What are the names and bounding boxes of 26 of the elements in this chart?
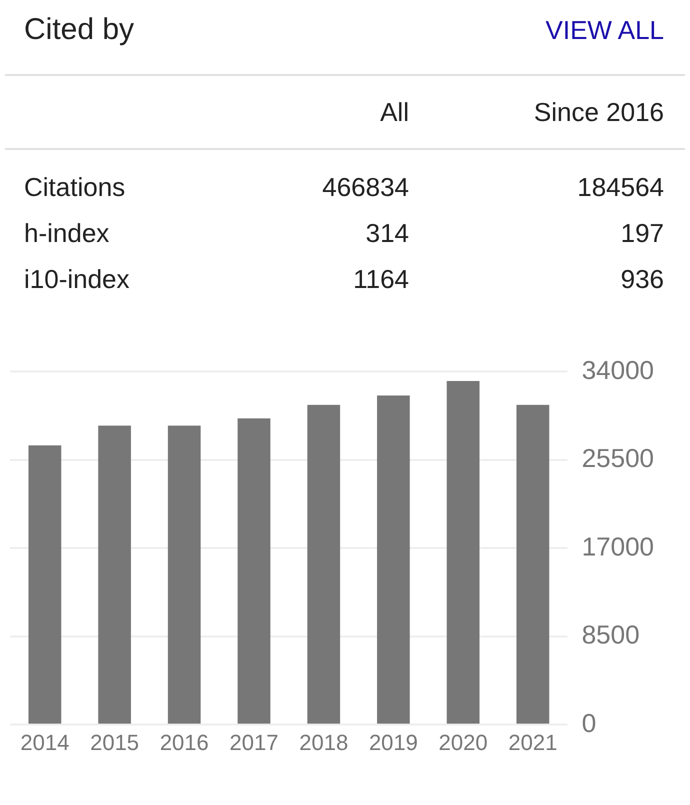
text: 184564 [576,172,664,202]
y-tick-label: 0 [582,708,596,738]
x-tick-label: 2015 [90,730,140,755]
x-tick-label: 2014 [20,730,70,755]
y-tick-label: 8500 [582,620,640,650]
text: 466834 [321,172,409,202]
text: Since 2016 [532,96,664,128]
text: 936 [620,264,664,294]
text: Cited by [24,13,134,47]
text: 197 [620,218,664,248]
text: 1164 [352,264,409,294]
x-tick-label: 2021 [508,730,558,755]
y-tick-label: 17000 [582,531,654,562]
x-tick-label: 2018 [299,730,348,755]
text: i10-index [24,264,131,294]
x-tick-label: 2019 [368,730,418,755]
x-tick-label: 2017 [230,730,278,755]
text: All [379,96,409,128]
x-tick-label: 2016 [160,730,209,755]
y-tick-label: 25500 [582,443,654,474]
text: Citations [24,172,126,202]
y-tick-label: 34000 [582,354,654,385]
text: 314 [364,218,409,248]
x-tick-label: 2020 [438,730,488,755]
text: h-index [24,218,110,248]
text: VIEW ALL [546,14,664,46]
